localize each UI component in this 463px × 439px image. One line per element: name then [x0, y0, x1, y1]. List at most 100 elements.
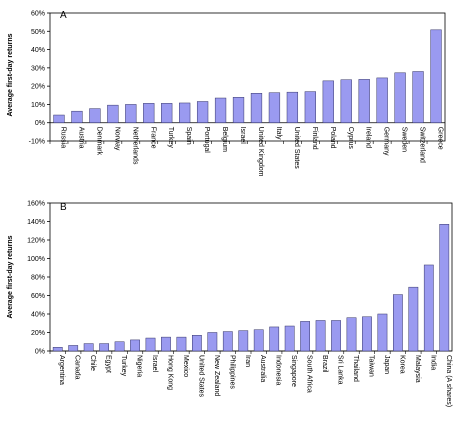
x-category-label: Spain: [185, 127, 192, 145]
bar: [346, 317, 357, 352]
y-tick-label: 140%: [27, 219, 45, 226]
x-category-label: Nigeria: [136, 355, 143, 377]
bar: [340, 79, 352, 123]
bar: [125, 104, 137, 123]
y-tick-label: 60%: [31, 11, 45, 18]
x-category-label: Taiwan: [367, 355, 374, 377]
bar: [222, 331, 233, 352]
bar: [300, 321, 311, 352]
x-category-label: Greece: [437, 127, 444, 150]
y-axis-label: Average first-day returns: [7, 33, 14, 116]
bar: [362, 316, 372, 352]
x-category-label: Sweden: [401, 127, 408, 152]
x-category-label: Hong Kong: [166, 355, 173, 390]
chart-panel-a: A Average first-day returns -10% 0% 10% 20% 30…: [7, 10, 446, 177]
bar: [214, 97, 227, 123]
y-tick-label: 20%: [31, 330, 45, 337]
x-category-label: Philippines: [228, 355, 235, 389]
x-category-label: Singapore: [290, 355, 297, 387]
bar: [179, 102, 191, 123]
panel-label: A: [60, 10, 67, 21]
x-category-label: Brazil: [321, 355, 328, 373]
x-category-label: Denmark: [95, 127, 102, 156]
bar: [114, 341, 125, 352]
x-category-label: Turkey: [167, 127, 174, 149]
bar: [315, 320, 326, 352]
bar: [376, 77, 388, 123]
bar: [53, 114, 65, 123]
bar: [286, 91, 299, 123]
x-category-label: Chile: [89, 355, 96, 371]
x-category-label: Switzerland: [419, 127, 426, 163]
x-category-label: Norway: [113, 127, 120, 151]
panel-label: B: [60, 202, 67, 213]
bar: [439, 224, 450, 352]
x-category-label: Australia: [259, 355, 266, 382]
y-tick-label: 160%: [27, 201, 45, 208]
x-category-label: Israel: [151, 355, 158, 373]
bar: [99, 343, 110, 352]
y-tick-label: 80%: [31, 275, 45, 282]
bar: [377, 313, 388, 352]
x-category-label: Argentina: [58, 355, 65, 385]
bar: [207, 332, 218, 352]
x-category-label: South Africa: [306, 355, 313, 393]
x-category-label: Finland: [311, 127, 318, 150]
x-category-label: United States: [293, 127, 300, 170]
bar: [68, 345, 79, 352]
x-category-label: New Zealand: [213, 355, 220, 396]
bar: [238, 330, 249, 352]
bar: [176, 336, 187, 352]
bar: [253, 329, 264, 352]
x-category-label: Malaysia: [414, 355, 421, 383]
x-category-label: Canada: [74, 355, 81, 380]
x-category-label: Israel: [239, 127, 246, 145]
bar: [408, 286, 419, 352]
bar: [423, 264, 434, 352]
y-tick-label: 30%: [31, 65, 45, 72]
bar: [284, 325, 295, 352]
x-category-label: Thailand: [352, 355, 359, 382]
x-category-label: Egypt: [105, 355, 112, 373]
bar: [107, 104, 119, 123]
x-category-label: Austria: [77, 127, 84, 149]
x-category-label: Netherlands: [131, 127, 138, 165]
x-category-label: Indonesia: [275, 355, 282, 385]
bar: [269, 326, 280, 352]
bar: [250, 93, 263, 123]
y-tick-label: 100%: [27, 256, 45, 263]
x-category-label: Portugal: [203, 127, 210, 154]
x-category-label: Korea: [398, 355, 405, 374]
y-tick-label: 0%: [35, 120, 45, 127]
bar: [394, 72, 406, 123]
y-tick-label: 60%: [31, 293, 45, 300]
y-tick-label: 40%: [31, 47, 45, 54]
x-category-label: Sri Lanka: [337, 355, 344, 385]
bar: [268, 92, 281, 123]
x-category-label: Mexico: [182, 355, 189, 377]
y-tick-label: 0%: [35, 349, 45, 356]
x-category-label: Iran: [244, 355, 251, 367]
bar: [71, 110, 83, 123]
bar: [392, 294, 403, 352]
x-category-label: United Kingdom: [257, 127, 264, 177]
chart-panel-b: B Average first-day returns 0% 20% 40% 60% 80%…: [7, 201, 453, 407]
y-tick-label: -10%: [29, 139, 45, 146]
bar: [83, 343, 94, 352]
x-category-label: Turkey: [120, 355, 127, 377]
bar: [89, 108, 101, 123]
bar: [304, 91, 316, 123]
bar: [196, 101, 209, 123]
x-category-label: Germany: [383, 127, 390, 156]
plot-frame: [49, 202, 453, 352]
x-category-label: Belgium: [221, 127, 228, 152]
bar: [145, 337, 156, 352]
y-axis-label: Average first-day returns: [7, 235, 14, 318]
bar: [191, 335, 202, 352]
x-category-label: Ireland: [365, 127, 372, 149]
x-category-label: France: [149, 127, 156, 149]
bar: [52, 347, 63, 352]
bar: [130, 339, 140, 352]
